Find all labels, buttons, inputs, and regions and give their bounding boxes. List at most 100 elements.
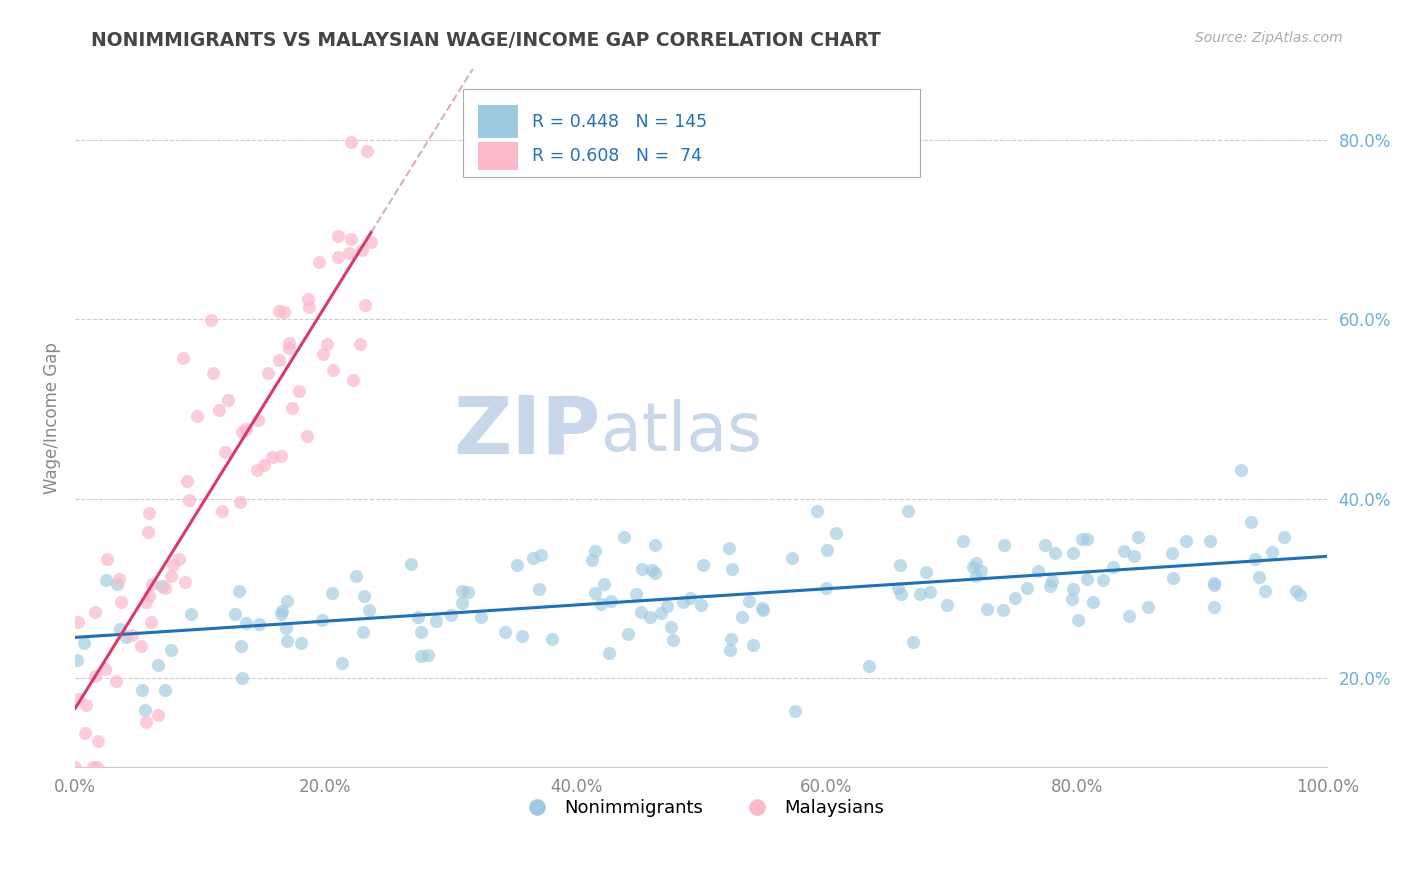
Point <box>1118 608 1140 623</box>
Point <box>344 569 367 583</box>
Point <box>340 232 363 246</box>
Point <box>217 392 239 407</box>
Point <box>993 538 1015 552</box>
Point <box>278 341 301 355</box>
Point <box>107 572 129 586</box>
Point <box>176 474 198 488</box>
Point <box>224 607 246 621</box>
Point <box>690 598 713 612</box>
Point <box>162 558 184 573</box>
Point <box>411 624 433 639</box>
Point <box>66 653 89 667</box>
Point <box>121 628 143 642</box>
Point <box>641 563 664 577</box>
Point <box>599 594 621 608</box>
Text: ZIP: ZIP <box>454 392 600 471</box>
Point <box>87 733 110 747</box>
Point <box>115 630 138 644</box>
Point <box>806 504 828 518</box>
Point <box>1026 564 1049 578</box>
Point <box>75 698 97 712</box>
Point <box>1199 534 1222 549</box>
Point <box>617 627 640 641</box>
Point <box>1240 516 1263 530</box>
Point <box>177 492 200 507</box>
Point <box>935 598 957 612</box>
Point <box>172 351 194 365</box>
Point <box>914 566 936 580</box>
Point <box>450 583 472 598</box>
Point <box>581 553 603 567</box>
Point <box>815 582 838 596</box>
Point <box>208 402 231 417</box>
Point <box>138 525 160 540</box>
Point <box>659 620 682 634</box>
Point <box>425 614 447 628</box>
Point <box>638 610 661 624</box>
Point <box>63 760 86 774</box>
Point <box>901 635 924 649</box>
FancyBboxPatch shape <box>478 105 519 138</box>
Point <box>270 449 292 463</box>
Point <box>330 656 353 670</box>
Point <box>692 558 714 573</box>
Text: R = 0.448   N = 145: R = 0.448 N = 145 <box>531 112 707 130</box>
Point <box>269 304 291 318</box>
Point <box>889 558 911 573</box>
FancyBboxPatch shape <box>463 89 921 177</box>
Point <box>1137 600 1160 615</box>
Point <box>583 543 606 558</box>
Point <box>965 556 987 570</box>
Point <box>1017 581 1039 595</box>
Point <box>180 607 202 621</box>
Point <box>86 760 108 774</box>
Point <box>718 642 741 657</box>
Point <box>93 662 115 676</box>
Point <box>312 347 335 361</box>
Point <box>591 597 613 611</box>
Point <box>815 543 838 558</box>
Point <box>825 526 848 541</box>
Point <box>270 607 292 621</box>
Point <box>1066 613 1088 627</box>
Point <box>297 292 319 306</box>
Point <box>672 595 695 609</box>
Point <box>1035 538 1057 552</box>
Y-axis label: Wage/Income Gap: Wage/Income Gap <box>44 342 60 494</box>
Point <box>976 602 998 616</box>
Point <box>274 621 297 635</box>
Point <box>138 589 160 603</box>
Point <box>200 313 222 327</box>
Point <box>229 495 252 509</box>
Point <box>352 243 374 257</box>
Point <box>110 595 132 609</box>
Point <box>965 569 987 583</box>
Point <box>316 337 339 351</box>
Point <box>349 337 371 351</box>
Point <box>598 646 620 660</box>
Point <box>718 541 741 555</box>
Point <box>897 504 920 518</box>
Point <box>360 235 382 249</box>
Point <box>155 683 177 698</box>
Point <box>470 610 492 624</box>
Point <box>678 591 700 605</box>
Legend: Nonimmigrants, Malaysians: Nonimmigrants, Malaysians <box>512 792 891 824</box>
Point <box>253 458 276 472</box>
Point <box>780 550 803 565</box>
Text: Source: ZipAtlas.com: Source: ZipAtlas.com <box>1195 31 1343 45</box>
Point <box>655 599 678 613</box>
Point <box>1288 588 1310 602</box>
Point <box>399 557 422 571</box>
Point <box>134 703 156 717</box>
Point <box>308 255 330 269</box>
Point <box>530 548 553 562</box>
Point <box>288 384 311 399</box>
Point <box>105 673 128 688</box>
Point <box>73 636 96 650</box>
Point <box>1004 591 1026 606</box>
Point <box>644 566 666 580</box>
Point <box>626 587 648 601</box>
Point <box>96 573 118 587</box>
Point <box>96 551 118 566</box>
